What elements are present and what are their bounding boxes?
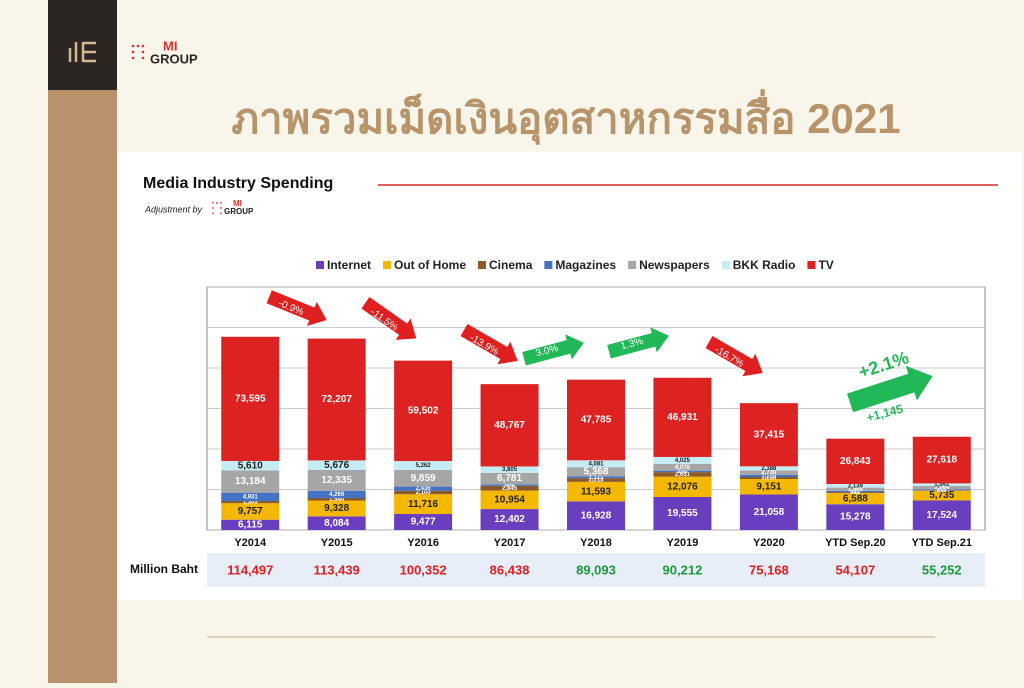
segment-label: 19,555 <box>667 508 698 519</box>
segment-label: 12,335 <box>321 475 352 486</box>
x-tick-label: YTD Sep.20 <box>825 537 886 549</box>
segment-label: 59,502 <box>408 406 439 417</box>
logo-text: GROUP <box>150 51 198 66</box>
segment-label: 15,278 <box>840 512 871 523</box>
legend-swatch <box>628 261 636 269</box>
segment-label: 27,618 <box>926 455 957 466</box>
segment-label: 4,269 <box>329 492 345 498</box>
segment-label: 13,184 <box>235 476 266 487</box>
segment-label: 16,928 <box>581 510 612 521</box>
segment-label: 2,388 <box>761 466 777 472</box>
legend-label: Newspapers <box>639 258 710 272</box>
x-tick-label: Y2019 <box>667 537 699 549</box>
segment-label: 4,078 <box>675 465 691 471</box>
segment-label: 21,058 <box>754 507 785 518</box>
side-stripe <box>48 0 117 683</box>
segment-label: 37,415 <box>754 429 785 440</box>
segment-label: 26,843 <box>840 456 871 467</box>
x-tick-label: YTD Sep.21 <box>912 537 973 549</box>
segment-label: 9,859 <box>411 473 436 484</box>
segment-label: 5,262 <box>416 463 432 469</box>
x-tick-label: Y2018 <box>580 537 612 549</box>
segment-label: 8,084 <box>324 518 349 529</box>
segment-label: 5,676 <box>324 460 349 471</box>
segment-label: 48,767 <box>494 420 525 431</box>
segment-label: 6,781 <box>497 473 522 484</box>
segment-label: 11,593 <box>581 486 611 497</box>
segment-label: 9,151 <box>756 481 781 492</box>
x-tick-label: Y2014 <box>234 537 267 549</box>
segment-label: 12,402 <box>494 514 525 525</box>
segment-label: 9,328 <box>324 503 349 514</box>
segment-label: 47,785 <box>581 415 612 426</box>
segment-label: 6,115 <box>238 519 263 530</box>
segment-label: 4,025 <box>675 458 691 464</box>
total-label: 86,438 <box>490 562 530 577</box>
x-tick-label: Y2020 <box>753 537 785 549</box>
segment-label: 2,139 <box>848 483 864 489</box>
total-label: 89,093 <box>576 562 616 577</box>
legend-swatch <box>807 261 815 269</box>
legend-swatch <box>383 261 391 269</box>
legend-swatch <box>478 261 486 269</box>
legend-swatch <box>722 261 730 269</box>
legend-swatch <box>544 261 552 269</box>
x-tick-label: Y2017 <box>494 537 526 549</box>
total-label: 55,252 <box>922 562 962 577</box>
total-label: 113,439 <box>314 562 360 577</box>
legend-swatch <box>316 261 324 269</box>
segment-label: 9,757 <box>238 506 263 517</box>
segment-label: 72,207 <box>321 394 352 405</box>
total-label: 75,168 <box>749 562 789 577</box>
totals-label: Million Baht <box>130 562 198 576</box>
legend-label: Internet <box>327 258 371 272</box>
sub-logo-text: GROUP <box>224 207 254 216</box>
legend-label: Cinema <box>489 258 533 272</box>
legend-label: TV <box>818 258 833 272</box>
legend-label: Out of Home <box>394 258 466 272</box>
total-label: 90,212 <box>663 562 703 577</box>
x-tick-label: Y2016 <box>407 537 439 549</box>
segment-label: 5,610 <box>238 460 263 471</box>
segment-label: 3,805 <box>502 467 518 473</box>
segment-label: 73,595 <box>235 394 266 405</box>
x-tick-label: Y2015 <box>321 537 353 549</box>
segment-label: 10,954 <box>494 494 525 505</box>
segment-label: 2,436 <box>416 486 432 492</box>
chart-subtitle: Adjustment by <box>144 204 203 214</box>
segment-label: 12,076 <box>667 481 698 492</box>
legend-label: BKK Radio <box>733 258 796 272</box>
segment-label: 4,081 <box>588 461 604 467</box>
total-label: 100,352 <box>400 562 447 577</box>
segment-label: 11,716 <box>408 499 438 510</box>
total-label: 114,497 <box>227 562 273 577</box>
legend-label: Magazines <box>555 258 616 272</box>
segment-label: 17,524 <box>926 510 957 521</box>
total-label: 54,107 <box>835 562 875 577</box>
segment-label: 9,477 <box>411 517 436 528</box>
slide-title: ภาพรวมเม็ดเงินอุตสาหกรรมสื่อ 2021 <box>231 89 900 145</box>
segment-label: 46,931 <box>667 412 698 423</box>
segment-label: 4,931 <box>243 494 259 500</box>
segment-label: 5,368 <box>583 466 608 477</box>
chart-title: Media Industry Spending <box>143 175 333 192</box>
